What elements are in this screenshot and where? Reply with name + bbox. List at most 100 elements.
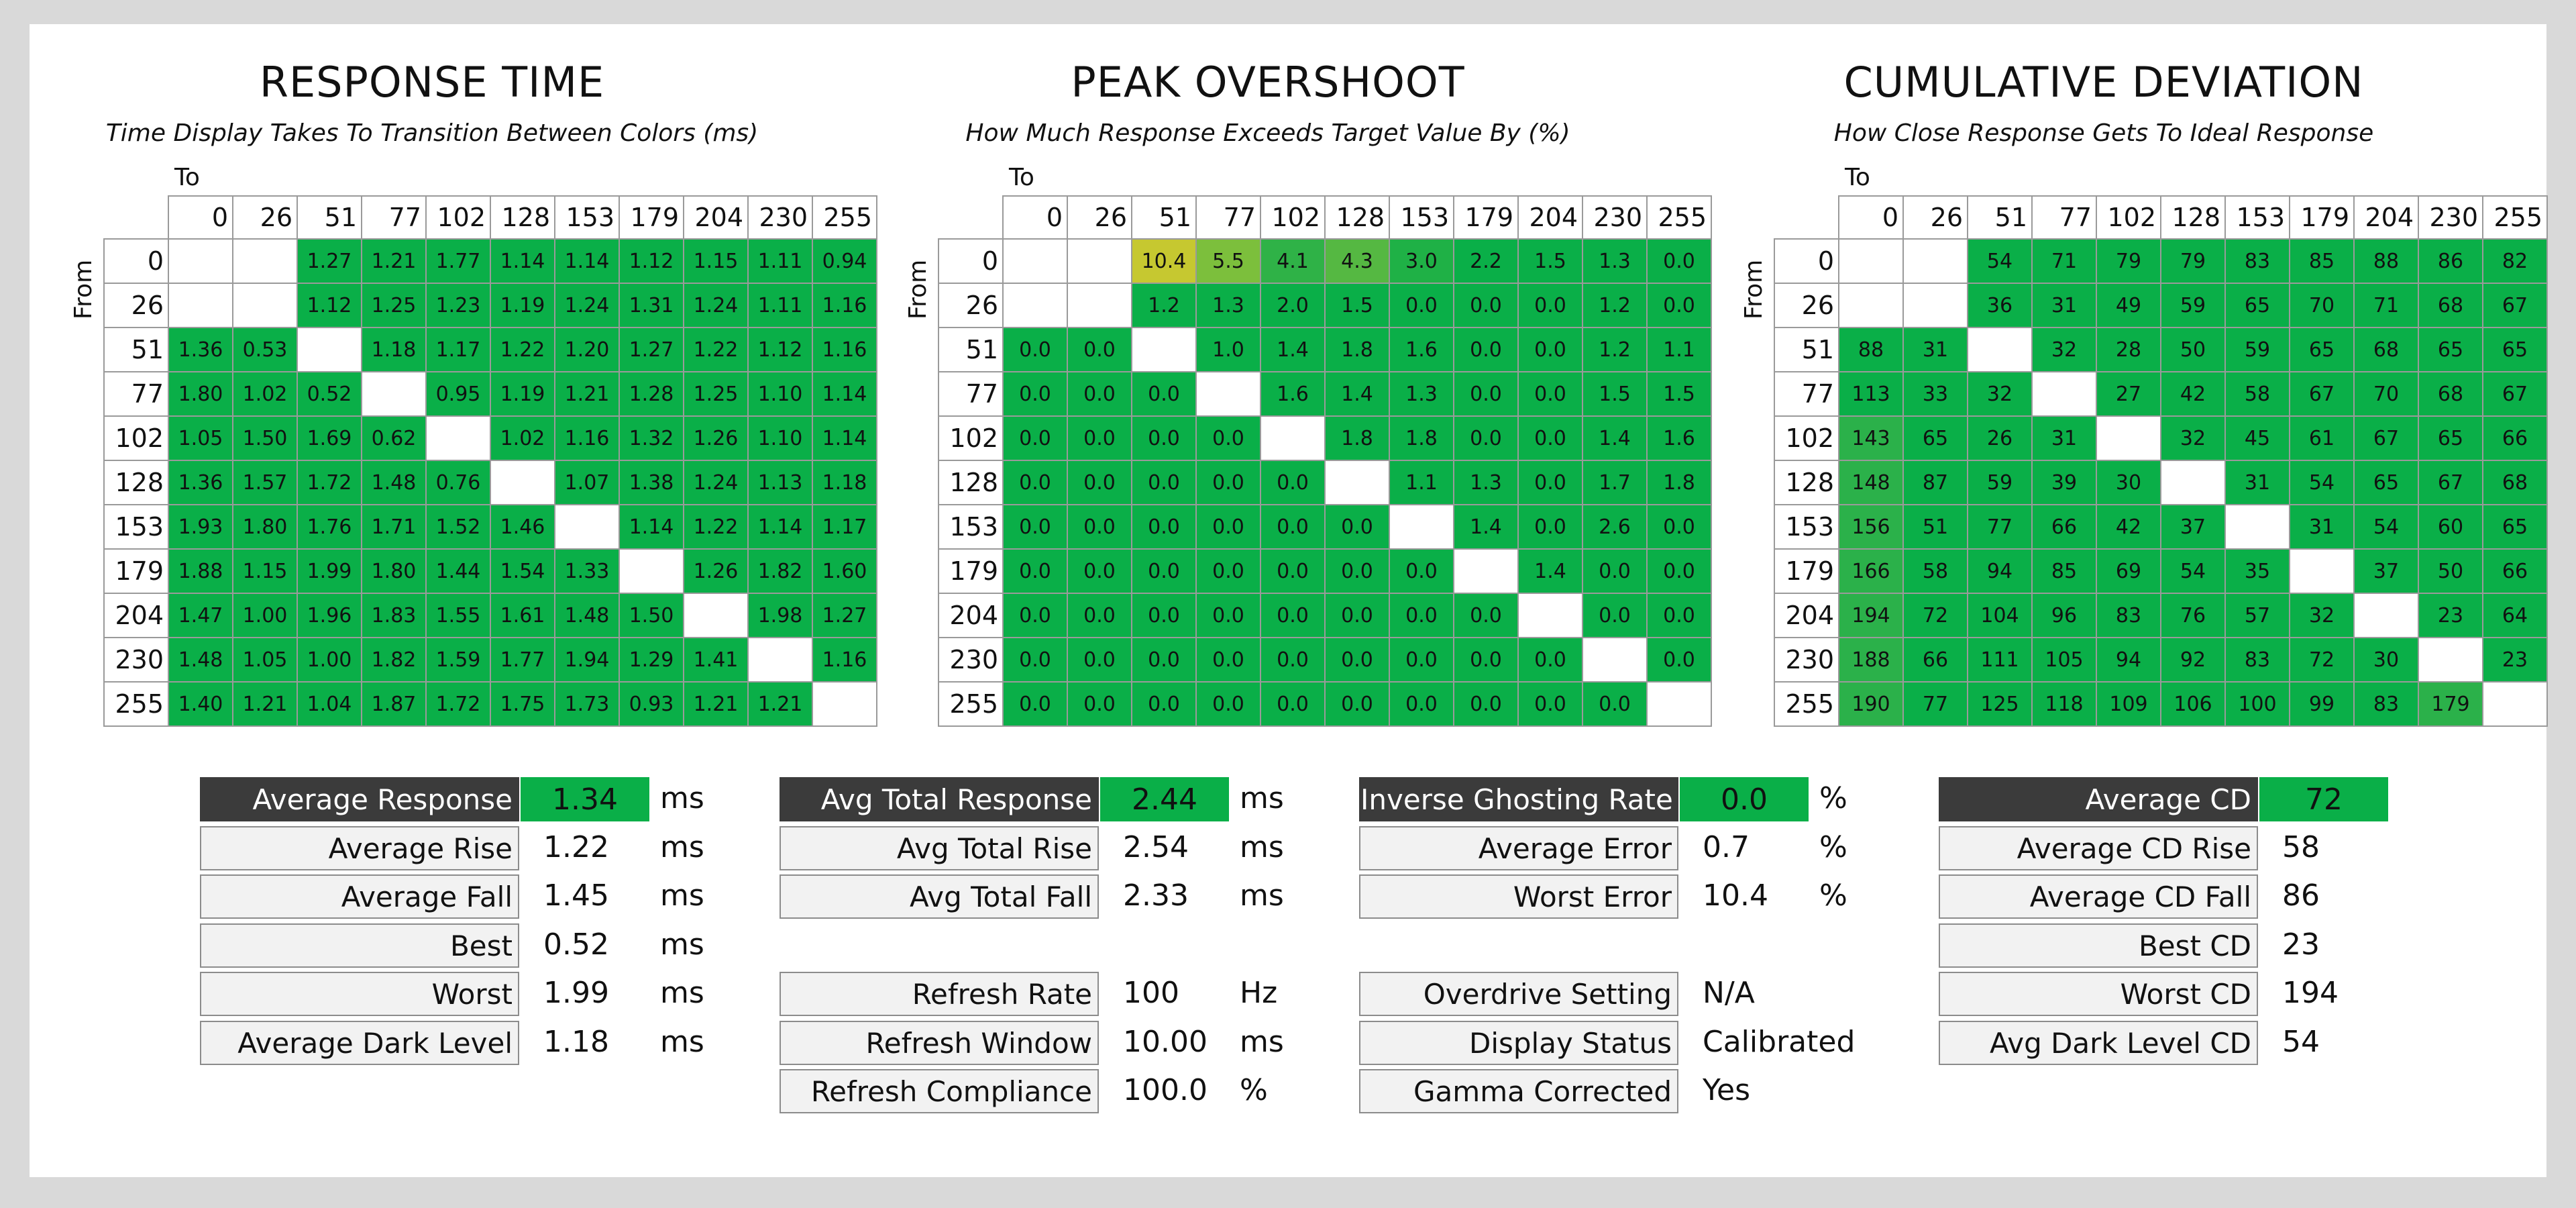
heatmap-cell: 51 (1902, 504, 1968, 550)
stat-value: 72 (2259, 777, 2388, 821)
heatmap-cell: 30 (2096, 460, 2161, 505)
heatmap-cell: 105 (2031, 637, 2097, 683)
heatmap-cell: 1.14 (812, 415, 877, 461)
stat-value: 194 (2282, 976, 2339, 1010)
heatmap-cell: 1.19 (490, 283, 555, 328)
heatmap-cell: 166 (1838, 548, 1904, 594)
heatmap-cell: 0.0 (1517, 681, 1583, 727)
heatmap-cell: 67 (2353, 415, 2419, 461)
heatmap-cell: 1.6 (1646, 415, 1712, 461)
stat-unit: ms (660, 927, 704, 962)
heatmap-cell: 0.0 (1067, 548, 1132, 594)
heatmap-cell: 0.0 (1002, 327, 1068, 372)
stat-label: Best (200, 923, 519, 968)
heatmap-cell: 1.16 (812, 283, 877, 328)
heatmap-cell: 1.48 (168, 637, 233, 683)
heatmap-cell: 85 (2289, 238, 2355, 284)
heatmap-cell: 1.17 (812, 504, 877, 550)
heatmap-cell: 65 (2224, 283, 2290, 328)
stat-unit: % (1819, 830, 1847, 864)
heatmap-cell: 60 (2418, 504, 2483, 550)
stat-value: 1.45 (543, 878, 609, 913)
heatmap-cell: 0.0 (1453, 327, 1519, 372)
empty-cell (1389, 504, 1454, 550)
heatmap-cell: 1.24 (683, 283, 749, 328)
empty-cell (1131, 327, 1197, 372)
column-header: 204 (1517, 195, 1583, 240)
heatmap-cell: 0.0 (1195, 637, 1261, 683)
heatmap-cell: 1.4 (1324, 371, 1390, 417)
stat-value: 2.54 (1123, 830, 1189, 864)
heatmap-cell: 1.82 (747, 548, 813, 594)
heatmap-cell: 1.48 (554, 593, 620, 638)
row-header: 77 (938, 371, 1004, 417)
heatmap-cell: 0.0 (1517, 460, 1583, 505)
heatmap-cell: 0.0 (1646, 637, 1712, 683)
heatmap-cell: 1.05 (168, 415, 233, 461)
row-header: 128 (103, 460, 169, 505)
heatmap-cell: 1.80 (232, 504, 298, 550)
heatmap-cell: 0.0 (1067, 593, 1132, 638)
column-header: 204 (683, 195, 749, 240)
heatmap-cell: 31 (2289, 504, 2355, 550)
heatmap-cell: 1.47 (168, 593, 233, 638)
stat-value: Yes (1703, 1073, 1751, 1107)
heatmap-cell: 1.76 (297, 504, 362, 550)
heatmap-cell: 1.21 (747, 681, 813, 727)
heatmap-cell: 0.0 (1646, 504, 1712, 550)
heatmap-cell: 88 (2353, 238, 2419, 284)
stat-label: Overdrive Setting (1359, 972, 1678, 1016)
column-header: 0 (1838, 195, 1904, 240)
heatmap-cell: 31 (2224, 460, 2290, 505)
heatmap-cell: 1.98 (747, 593, 813, 638)
column-header: 51 (1967, 195, 2033, 240)
empty-cell (1967, 327, 2033, 372)
heatmap-cell: 0.0 (1002, 371, 1068, 417)
heatmap-cell: 0.0 (1260, 504, 1326, 550)
heatmap-cell: 36 (1967, 283, 2033, 328)
row-header: 204 (1774, 593, 1839, 638)
row-header: 51 (1774, 327, 1839, 372)
heatmap-cell: 1.4 (1582, 415, 1648, 461)
heatmap-cell: 1.52 (425, 504, 491, 550)
heatmap-cell: 0.0 (1260, 548, 1326, 594)
row-header: 179 (1774, 548, 1839, 594)
heatmap-cell: 54 (2289, 460, 2355, 505)
heatmap-cell: 0.0 (1131, 593, 1197, 638)
heatmap-cell: 65 (2418, 415, 2483, 461)
column-header: 128 (1324, 195, 1390, 240)
heatmap-cell: 0.0 (1646, 593, 1712, 638)
stat-value: 0.52 (543, 927, 609, 962)
heatmap-cell: 1.19 (490, 371, 555, 417)
heatmap-cell: 85 (2031, 548, 2097, 594)
heatmap-cell: 0.0 (1195, 548, 1261, 594)
heatmap-cell: 1.15 (683, 238, 749, 284)
stat-unit: ms (1240, 830, 1284, 864)
row-header: 77 (103, 371, 169, 417)
heatmap-cell: 68 (2482, 460, 2548, 505)
heatmap-cell: 67 (2482, 283, 2548, 328)
heatmap-cell: 0.0 (1131, 460, 1197, 505)
stat-unit: % (1819, 878, 1847, 913)
from-axis-label: From (904, 259, 932, 319)
empty-cell (232, 238, 298, 284)
heatmap-cell: 1.59 (425, 637, 491, 683)
to-axis-label: To (174, 164, 200, 191)
heatmap-cell: 96 (2031, 593, 2097, 638)
heatmap-cell: 77 (1902, 681, 1968, 727)
row-header: 153 (1774, 504, 1839, 550)
heatmap-cell: 1.20 (554, 327, 620, 372)
row-header: 230 (103, 637, 169, 683)
stat-label: Worst Error (1359, 874, 1678, 919)
column-header: 102 (1260, 195, 1326, 240)
stat-label: Refresh Compliance (780, 1069, 1099, 1113)
row-header: 102 (938, 415, 1004, 461)
stat-unit: ms (1240, 781, 1284, 815)
heatmap-cell: 1.4 (1453, 504, 1519, 550)
heatmap-cell: 54 (2160, 548, 2226, 594)
heatmap-cell: 0.0 (1260, 637, 1326, 683)
row-header: 230 (1774, 637, 1839, 683)
heatmap-cell: 1.14 (490, 238, 555, 284)
stat-label: Average Response (200, 777, 519, 821)
heatmap-cell: 32 (2160, 415, 2226, 461)
